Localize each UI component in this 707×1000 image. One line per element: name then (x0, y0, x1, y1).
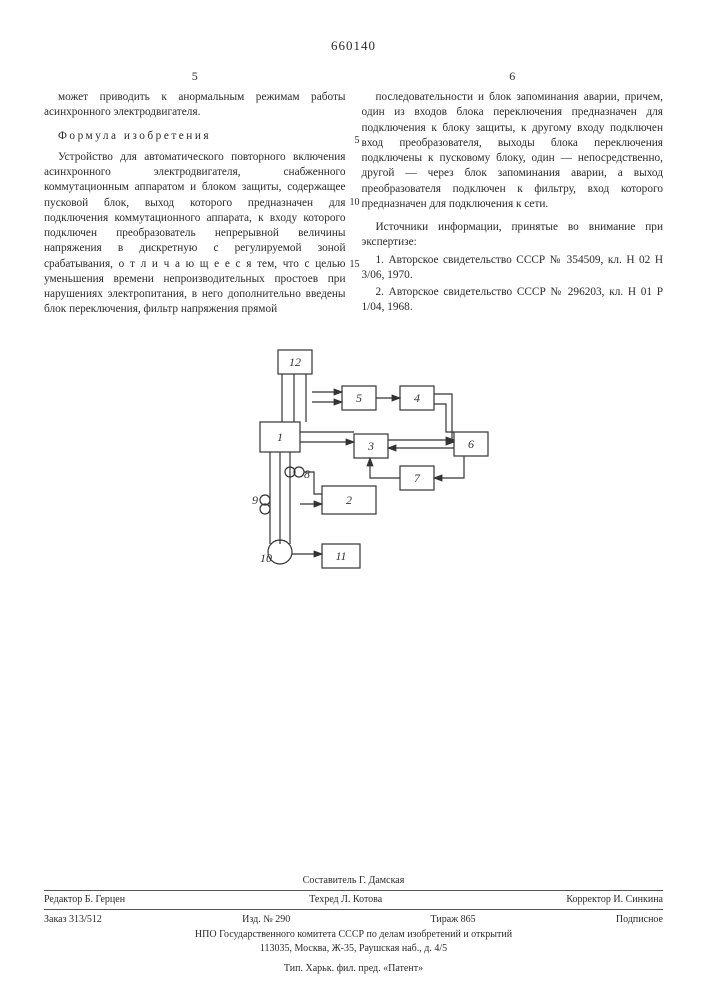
svg-text:10: 10 (260, 551, 272, 565)
right-p1: последовательности и блок запоминания ав… (362, 90, 664, 212)
two-column-body: 5 может приводить к анормальным режимам … (44, 68, 663, 320)
svg-text:8: 8 (304, 467, 310, 481)
reference-1: 1. Авторское свидетельство СССР № 354509… (362, 253, 664, 284)
footer-editor: Редактор Б. Герцен (44, 893, 125, 907)
footer: Составитель Г. Дамская Редактор Б. Герце… (44, 874, 663, 976)
svg-text:12: 12 (289, 355, 301, 369)
right-column-number: 6 (362, 68, 664, 84)
footer-izd: Изд. № 290 (242, 913, 290, 927)
formula-title: Формула изобретения (44, 129, 346, 144)
footer-credits-row: Редактор Б. Герцен Техред Л. Котова Корр… (44, 890, 663, 910)
svg-text:2: 2 (346, 493, 352, 507)
block-diagram: 12 1 5 4 3 7 6 2 11 8 9 10 (194, 344, 514, 574)
line-mark-15: 15 (348, 258, 360, 272)
diagram-container: 12 1 5 4 3 7 6 2 11 8 9 10 (44, 344, 663, 574)
footer-address: 113035, Москва, Ж-35, Раушская наб., д. … (44, 942, 663, 956)
svg-text:9: 9 (252, 493, 258, 507)
svg-text:5: 5 (356, 391, 362, 405)
page: 660140 5 может приводить к анормальным р… (0, 0, 707, 594)
reference-2: 2. Авторское свидетельство СССР № 296203… (362, 285, 664, 316)
svg-text:1: 1 (277, 430, 283, 444)
footer-printer: Тип. Харьк. фил. пред. «Патент» (44, 962, 663, 976)
left-column: 5 может приводить к анормальным режимам … (44, 68, 346, 320)
svg-text:4: 4 (414, 391, 420, 405)
left-column-number: 5 (44, 68, 346, 84)
footer-tirage: Тираж 865 (431, 913, 476, 927)
svg-text:6: 6 (468, 437, 474, 451)
footer-order: Заказ 313/512 (44, 913, 102, 927)
footer-sub: Подписное (616, 913, 663, 927)
footer-org: НПО Государственного комитета СССР по де… (44, 928, 663, 942)
document-number: 660140 (44, 38, 663, 54)
left-p1: может приводить к анормальным режимам ра… (44, 90, 346, 121)
footer-corrector: Корректор И. Синкина (566, 893, 663, 907)
footer-techred: Техред Л. Котова (309, 893, 382, 907)
svg-text:11: 11 (335, 549, 346, 563)
svg-text:3: 3 (367, 439, 374, 453)
footer-compiler: Составитель Г. Дамская (44, 874, 663, 888)
line-mark-10: 10 (348, 196, 360, 210)
svg-text:7: 7 (414, 471, 421, 485)
left-p2: Устройство для автоматического повторног… (44, 150, 346, 318)
sources-title: Источники информации, принятые во вниман… (362, 220, 664, 251)
footer-print-row: Заказ 313/512 Изд. № 290 Тираж 865 Подпи… (44, 912, 663, 928)
line-mark-5: 5 (348, 134, 360, 148)
right-column: 5 10 15 6 последовательности и блок запо… (362, 68, 664, 320)
